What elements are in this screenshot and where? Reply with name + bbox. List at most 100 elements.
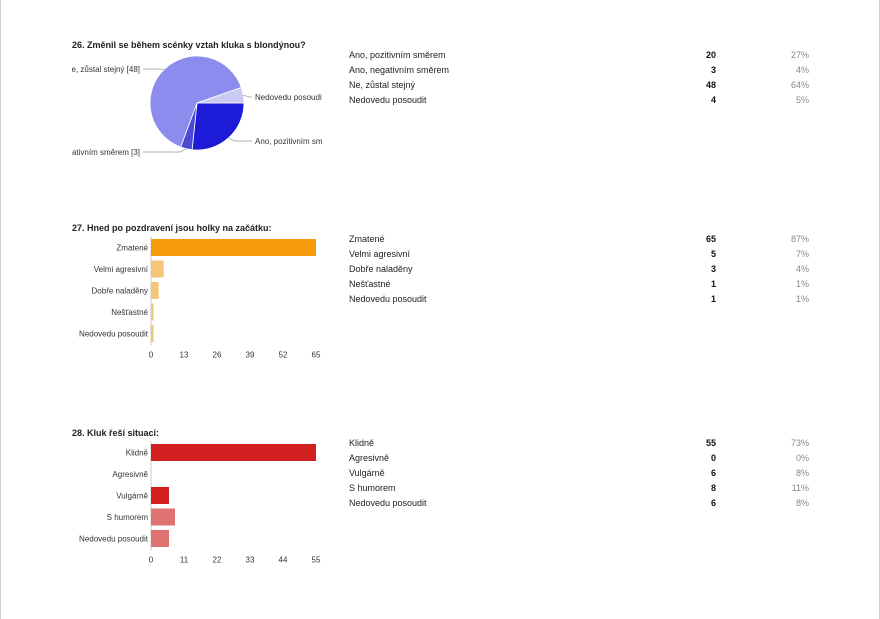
- table-row: S humorem 8 11%: [349, 483, 809, 498]
- pie-leader-line: [228, 137, 252, 142]
- pie-slice-label: Nedovedu posoudit [4]: [255, 93, 335, 102]
- pie-slice-label: Ano, negativním směrem [3]: [40, 148, 140, 157]
- bar-chart-q28: Klidně Agresivně Vulgárně S humorem Nedovedu…: [79, 441, 321, 565]
- table-row: Klidně 55 73%: [349, 438, 809, 453]
- row-percent: 4%: [795, 264, 809, 274]
- row-percent: 87%: [790, 234, 809, 244]
- table-row: Nešťastné 1 1%: [349, 279, 809, 294]
- results-table-q28: Klidně 55 73% Agresivně 0 0% Vulgárně 6 8% S h…: [349, 438, 809, 513]
- x-tick-label: 11: [180, 556, 189, 565]
- table-row: Agresivně 0 0%: [349, 453, 809, 468]
- category-label: Dobře naladěny: [92, 287, 148, 296]
- x-tick-label: 65: [312, 351, 321, 360]
- row-count: 1: [710, 294, 716, 304]
- row-percent: 8%: [795, 498, 809, 508]
- bar: [151, 282, 159, 299]
- pie-leader-line: [143, 148, 187, 153]
- category-label: S humorem: [107, 513, 149, 522]
- row-label: Vulgárně: [349, 468, 385, 478]
- bar: [151, 303, 154, 321]
- category-label: Nešťastné: [111, 308, 148, 317]
- bar: [151, 487, 169, 504]
- row-label: Nešťastné: [349, 279, 391, 289]
- row-percent: 64%: [790, 80, 809, 90]
- row-percent: 1%: [795, 294, 809, 304]
- row-label: Ano, pozitivním směrem: [349, 50, 446, 60]
- row-label: Nedovedu posoudit: [349, 498, 427, 508]
- pie-leader-line: [243, 94, 252, 98]
- pie-slice: [191, 102, 245, 151]
- row-count: 3: [710, 264, 716, 274]
- x-tick-label: 0: [149, 351, 154, 360]
- row-label: Velmi agresivní: [349, 249, 411, 259]
- question-27-title: 27. Hned po pozdravení jsou holky na zač…: [72, 223, 272, 233]
- row-percent: 11%: [791, 483, 809, 493]
- row-percent: 73%: [790, 438, 809, 448]
- bar: [151, 530, 169, 547]
- bar-chart-q27: Zmatené Velmi agresivní Dobře naladěny Nešť…: [79, 236, 321, 360]
- pie-slice-label: Ne, zůstal stejný [48]: [66, 65, 140, 74]
- row-count: 48: [705, 80, 716, 90]
- row-percent: 0%: [795, 453, 809, 463]
- category-label: Agresivně: [112, 470, 148, 479]
- row-count: 0: [710, 453, 716, 463]
- table-row: Nedovedu posoudit 4 5%: [349, 95, 809, 110]
- table-row: Ano, negativním směrem 3 4%: [349, 65, 809, 80]
- pie-slice-label: Ano, pozitivním směrem [20]: [255, 137, 356, 146]
- pie-chart-q26: Ano, pozitivním směrem [20]Ano, negativn…: [72, 55, 322, 157]
- pie-label-group: Ano, pozitivním směrem [20] Ano, negativn…: [40, 65, 356, 157]
- page-border-left: [0, 0, 1, 619]
- row-count: 4: [710, 95, 716, 105]
- row-count: 5: [710, 249, 716, 259]
- row-label: Ne, zůstal stejný: [349, 80, 416, 90]
- row-label: Agresivně: [349, 453, 390, 463]
- x-tick-label: 13: [180, 351, 189, 360]
- table-row: Velmi agresivní 5 7%: [349, 249, 809, 264]
- row-percent: 1%: [795, 279, 809, 289]
- question-28-title: 28. Kluk řeší situaci:: [72, 428, 160, 438]
- x-tick-label: 22: [213, 556, 222, 565]
- pie-slice: [149, 55, 242, 148]
- row-percent: 4%: [795, 65, 809, 75]
- x-tick-label: 52: [279, 351, 288, 360]
- bar: [151, 239, 316, 256]
- row-label: Nedovedu posoudit: [349, 95, 427, 105]
- table-row: Vulgárně 6 8%: [349, 468, 809, 483]
- row-label: Ano, negativním směrem: [349, 65, 450, 75]
- row-label: Nedovedu posoudit: [349, 294, 427, 304]
- row-label: Klidně: [349, 438, 375, 448]
- table-row: Zmatené 65 87%: [349, 234, 809, 249]
- row-label: S humorem: [349, 483, 396, 493]
- category-label: Nedovedu posoudit: [79, 535, 149, 544]
- results-table-q27: Zmatené 65 87% Velmi agresivní 5 7% Dobře na…: [349, 234, 809, 309]
- row-count: 55: [705, 438, 716, 448]
- bar: [151, 508, 175, 526]
- bar: [151, 260, 164, 278]
- x-tick-label: 39: [246, 351, 255, 360]
- bar: [151, 325, 154, 342]
- row-label: Dobře naladěny: [349, 264, 413, 274]
- results-table-q26: Ano, pozitivním směrem 20 27% Ano, negativ…: [349, 50, 809, 110]
- question-26-title: 26. Změnil se během scénky vztah kluka s…: [72, 40, 306, 50]
- bar: [151, 444, 316, 461]
- row-percent: 27%: [790, 50, 809, 60]
- category-label: Velmi agresivní: [94, 265, 149, 274]
- row-count: 8: [710, 483, 716, 493]
- category-label: Zmatené: [116, 244, 148, 253]
- category-label: Nedovedu posoudit: [79, 330, 149, 339]
- row-percent: 7%: [795, 249, 809, 259]
- row-count: 6: [710, 498, 716, 508]
- row-count: 65: [705, 234, 716, 244]
- row-count: 3: [710, 65, 716, 75]
- x-tick-label: 44: [279, 556, 288, 565]
- x-tick-label: 33: [246, 556, 255, 565]
- x-tick-label: 55: [312, 556, 321, 565]
- table-row: Dobře naladěny 3 4%: [349, 264, 809, 279]
- row-percent: 5%: [795, 95, 809, 105]
- table-row: Ne, zůstal stejný 48 64%: [349, 80, 809, 95]
- x-tick-label: 26: [213, 351, 222, 360]
- row-label: Zmatené: [349, 234, 385, 244]
- row-count: 1: [710, 279, 716, 289]
- row-count: 20: [705, 50, 716, 60]
- x-tick-label: 0: [149, 556, 154, 565]
